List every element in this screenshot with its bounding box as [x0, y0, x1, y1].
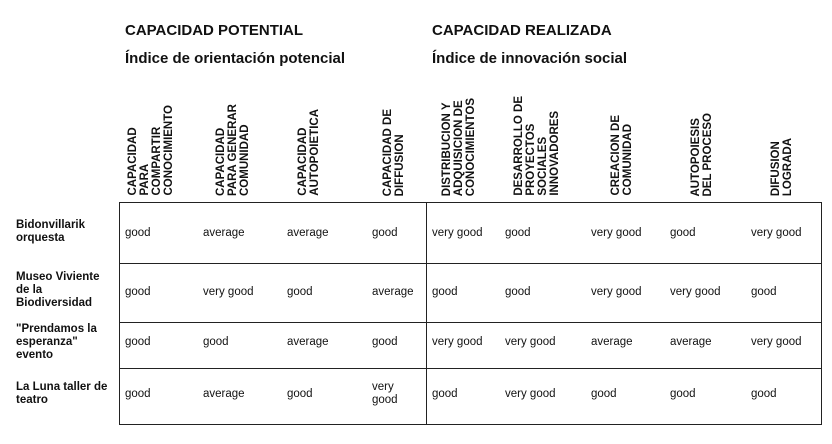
table-cell: very good	[751, 227, 802, 239]
table-cell: good	[591, 388, 617, 400]
table-cell: average	[670, 336, 712, 348]
table-cell: very good	[505, 336, 556, 348]
table-cell: very good	[670, 286, 721, 298]
column-header: DIFUSION LOGRADA	[770, 137, 794, 196]
table-cell: good	[287, 388, 313, 400]
table-cell: very good	[432, 227, 483, 239]
potential-section-subtitle: Índice de orientación potencial	[125, 50, 346, 67]
ratings-table	[119, 202, 822, 425]
table-cell: good	[125, 286, 151, 298]
row-label: Museo Viviente de la Biodiversidad	[16, 271, 100, 309]
table-cell: average	[287, 227, 329, 239]
realized-section-title: CAPACIDAD REALIZADA	[432, 22, 612, 39]
table-cell: good	[125, 388, 151, 400]
column-header: CAPACIDAD PARA GENERAR COMUNIDAD	[215, 103, 251, 196]
table-cell: good	[372, 227, 398, 239]
column-header: CREACION DE COMUNIDAD	[610, 115, 634, 196]
row-label: La Luna taller de teatro	[16, 381, 108, 406]
table-cell: average	[203, 227, 245, 239]
table-cell: good	[203, 336, 229, 348]
column-header: CAPACIDAD PARA COMPARTIR CONOCIMIENTO	[127, 105, 175, 196]
row-divider	[120, 322, 821, 323]
column-header: AUTOPOIESIS DEL PROCESO	[690, 112, 714, 197]
table-cell: average	[203, 388, 245, 400]
potential-section-title: CAPACIDAD POTENTIAL	[125, 22, 304, 39]
row-label: "Prendamos la esperanza" evento	[16, 323, 97, 361]
table-cell: good	[125, 227, 151, 239]
column-header: DISTRIBUCION Y ADQUISICION DE CONOCIMIEN…	[441, 97, 477, 196]
table-cell: very good	[432, 336, 483, 348]
table-cell: average	[287, 336, 329, 348]
column-header: DESARROLLO DE PROYECTOS SOCIALES INNOVAD…	[513, 96, 561, 196]
section-divider	[426, 203, 427, 424]
row-divider	[120, 263, 821, 264]
table-cell: good	[751, 286, 777, 298]
table-cell: very good	[751, 336, 802, 348]
table-cell: very good	[372, 381, 398, 406]
table-cell: good	[432, 388, 458, 400]
table-cell: good	[505, 227, 531, 239]
realized-section-subtitle: Índice de innovación social	[432, 50, 628, 67]
row-label: Bidonvillarik orquesta	[16, 219, 86, 244]
row-divider	[120, 368, 821, 369]
table-cell: average	[372, 286, 414, 298]
table-cell: good	[372, 336, 398, 348]
table-cell: good	[751, 388, 777, 400]
table-cell: good	[505, 286, 531, 298]
table-cell: very good	[591, 286, 642, 298]
table-cell: very good	[591, 227, 642, 239]
table-cell: very good	[505, 388, 556, 400]
table-cell: good	[670, 388, 696, 400]
table-cell: average	[591, 336, 633, 348]
table-cell: good	[670, 227, 696, 239]
column-header: CAPACIDAD DE DIFFUSION	[382, 108, 406, 196]
table-cell: good	[432, 286, 458, 298]
table-cell: good	[125, 336, 151, 348]
table-cell: very good	[203, 286, 254, 298]
column-header: CAPACIDAD AUTOPOIETICA	[297, 109, 321, 196]
table-cell: good	[287, 286, 313, 298]
